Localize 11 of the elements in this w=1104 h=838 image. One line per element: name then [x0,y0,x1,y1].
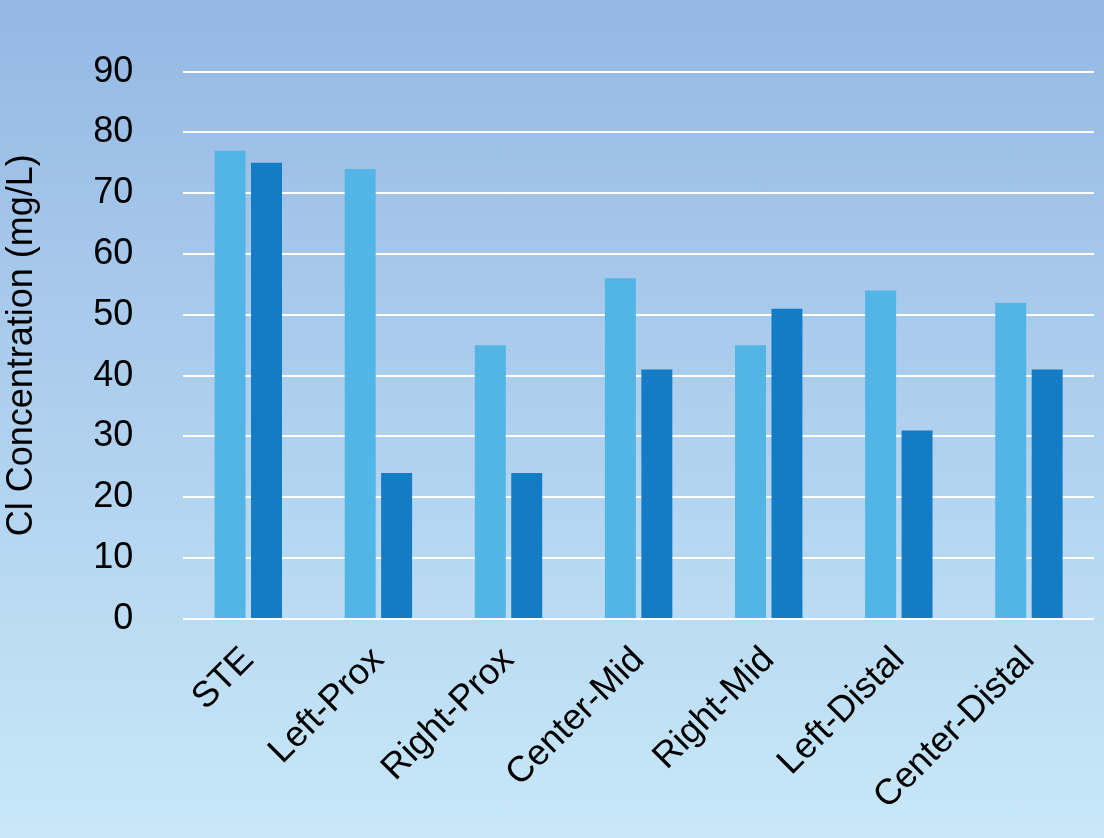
y-tick-label: 60 [93,230,134,272]
y-tick-label: 40 [93,352,134,394]
y-tick-label: 10 [93,535,134,577]
y-tick-label: 90 [93,48,134,90]
y-tick-label: 80 [93,109,134,151]
y-tick-label: 30 [93,413,134,455]
y-tick-label: 0 [113,595,134,637]
y-tick-label: 20 [93,474,134,516]
y-tick-label: 70 [93,170,134,212]
y-axis-title: Cl Concentration (mg/L) [0,154,40,537]
y-tick-label: 50 [93,291,134,333]
